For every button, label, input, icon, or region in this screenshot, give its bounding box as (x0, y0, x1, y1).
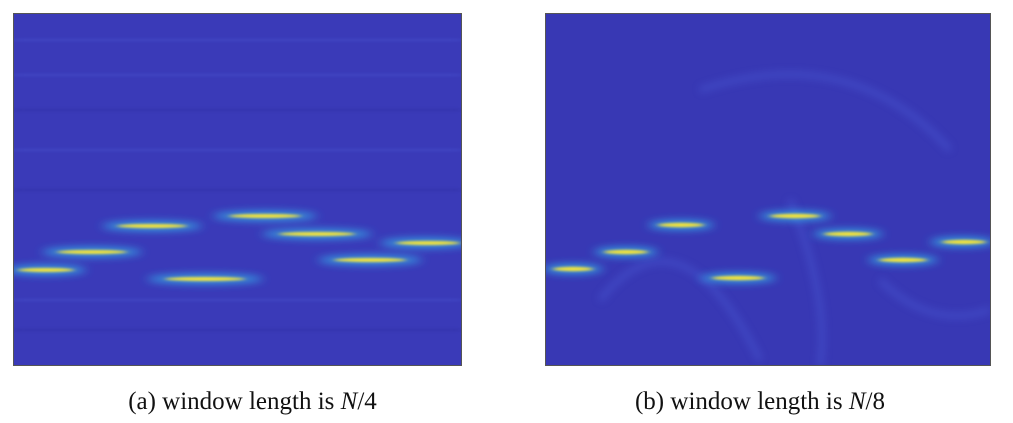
caption-text: (a) window length is (128, 388, 341, 415)
spectrogram-b (545, 13, 991, 366)
caption-text: (b) window length is (634, 388, 849, 415)
caption-suffix: /4 (357, 388, 377, 415)
spectrogram-a (13, 13, 462, 366)
caption-variable: N (340, 388, 358, 415)
caption-suffix: /8 (865, 388, 885, 415)
caption-b: (b) window length is N/8 (520, 388, 1000, 416)
caption-a: (a) window length is N/4 (13, 388, 492, 416)
caption-variable: N (848, 388, 866, 415)
spectrogram-panels (13, 13, 991, 366)
